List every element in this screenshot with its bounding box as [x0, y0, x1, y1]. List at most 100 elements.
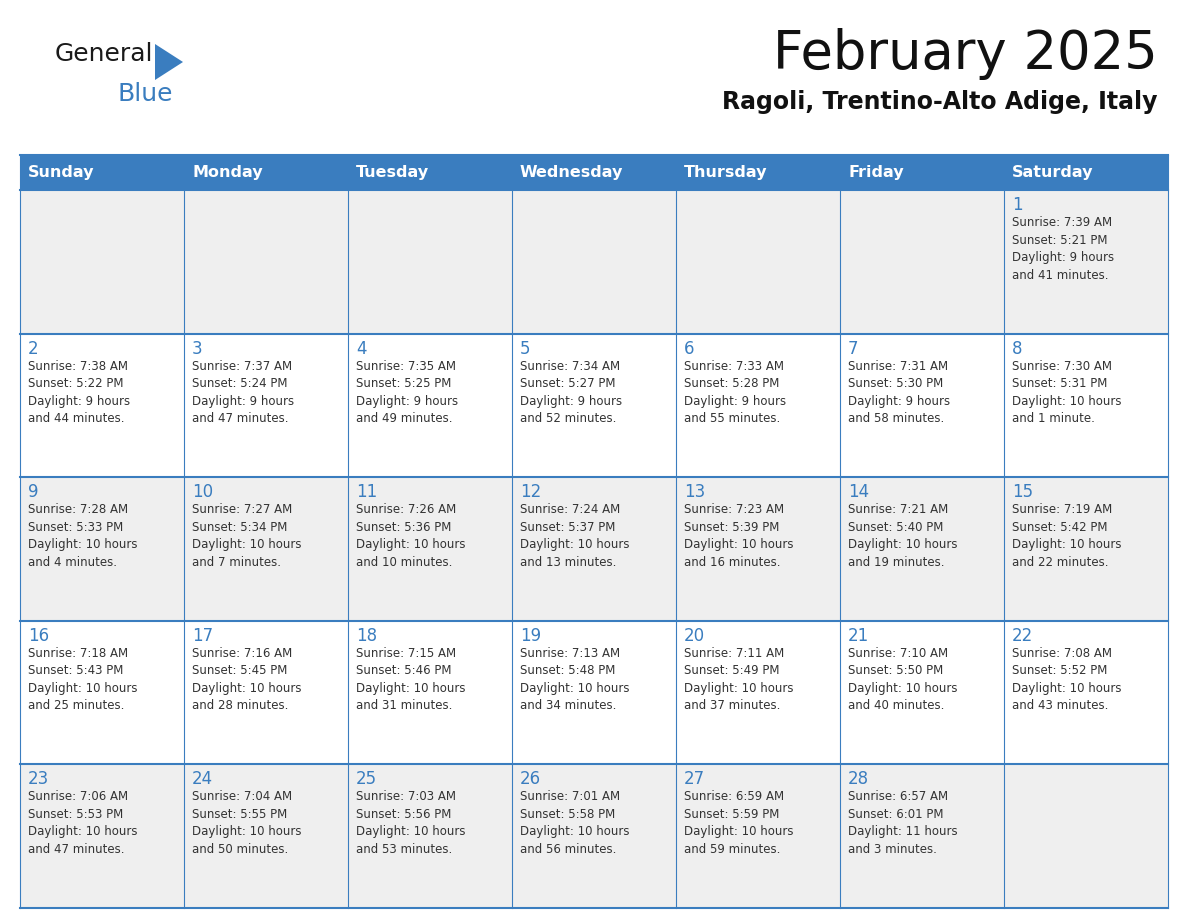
Text: Friday: Friday	[848, 165, 904, 180]
Text: 7: 7	[848, 340, 859, 358]
Text: Sunrise: 7:24 AM
Sunset: 5:37 PM
Daylight: 10 hours
and 13 minutes.: Sunrise: 7:24 AM Sunset: 5:37 PM Dayligh…	[520, 503, 630, 568]
Bar	[676, 190, 840, 333]
Text: 5: 5	[520, 340, 531, 358]
Bar	[1004, 190, 1168, 333]
Text: 4: 4	[356, 340, 367, 358]
Text: 14: 14	[848, 483, 870, 501]
Text: 9: 9	[29, 483, 38, 501]
Bar	[184, 621, 348, 765]
Bar	[20, 621, 184, 765]
Text: 18: 18	[356, 627, 377, 644]
Bar	[348, 765, 512, 908]
Text: 11: 11	[356, 483, 378, 501]
Text: Thursday: Thursday	[684, 165, 767, 180]
Text: Sunrise: 7:10 AM
Sunset: 5:50 PM
Daylight: 10 hours
and 40 minutes.: Sunrise: 7:10 AM Sunset: 5:50 PM Dayligh…	[848, 647, 958, 712]
Bar	[840, 477, 1004, 621]
Bar	[676, 621, 840, 765]
Text: Sunrise: 7:33 AM
Sunset: 5:28 PM
Daylight: 9 hours
and 55 minutes.: Sunrise: 7:33 AM Sunset: 5:28 PM Dayligh…	[684, 360, 786, 425]
Text: Sunrise: 7:06 AM
Sunset: 5:53 PM
Daylight: 10 hours
and 47 minutes.: Sunrise: 7:06 AM Sunset: 5:53 PM Dayligh…	[29, 790, 138, 856]
Bar	[512, 333, 676, 477]
Bar	[348, 477, 512, 621]
Bar	[20, 155, 184, 190]
Bar	[1004, 765, 1168, 908]
Text: Sunrise: 6:57 AM
Sunset: 6:01 PM
Daylight: 11 hours
and 3 minutes.: Sunrise: 6:57 AM Sunset: 6:01 PM Dayligh…	[848, 790, 958, 856]
Bar	[184, 765, 348, 908]
Text: Sunrise: 7:34 AM
Sunset: 5:27 PM
Daylight: 9 hours
and 52 minutes.: Sunrise: 7:34 AM Sunset: 5:27 PM Dayligh…	[520, 360, 623, 425]
Bar	[512, 621, 676, 765]
Bar	[348, 155, 512, 190]
Text: 6: 6	[684, 340, 695, 358]
Bar	[20, 477, 184, 621]
Text: Ragoli, Trentino-Alto Adige, Italy: Ragoli, Trentino-Alto Adige, Italy	[722, 90, 1158, 114]
Text: 23: 23	[29, 770, 49, 789]
Bar	[840, 155, 1004, 190]
Text: February 2025: February 2025	[773, 28, 1158, 80]
Text: Sunrise: 7:28 AM
Sunset: 5:33 PM
Daylight: 10 hours
and 4 minutes.: Sunrise: 7:28 AM Sunset: 5:33 PM Dayligh…	[29, 503, 138, 568]
Text: 19: 19	[520, 627, 541, 644]
Text: Tuesday: Tuesday	[356, 165, 429, 180]
Text: Sunrise: 7:27 AM
Sunset: 5:34 PM
Daylight: 10 hours
and 7 minutes.: Sunrise: 7:27 AM Sunset: 5:34 PM Dayligh…	[192, 503, 302, 568]
Bar	[348, 621, 512, 765]
Text: 22: 22	[1012, 627, 1034, 644]
Text: 27: 27	[684, 770, 706, 789]
Bar	[348, 190, 512, 333]
Text: 25: 25	[356, 770, 377, 789]
Text: Sunrise: 7:35 AM
Sunset: 5:25 PM
Daylight: 9 hours
and 49 minutes.: Sunrise: 7:35 AM Sunset: 5:25 PM Dayligh…	[356, 360, 459, 425]
Bar	[676, 477, 840, 621]
Text: 20: 20	[684, 627, 706, 644]
Text: 12: 12	[520, 483, 542, 501]
Text: Sunrise: 7:15 AM
Sunset: 5:46 PM
Daylight: 10 hours
and 31 minutes.: Sunrise: 7:15 AM Sunset: 5:46 PM Dayligh…	[356, 647, 466, 712]
Bar	[676, 765, 840, 908]
Text: 17: 17	[192, 627, 213, 644]
Text: Wednesday: Wednesday	[520, 165, 624, 180]
Text: 2: 2	[29, 340, 39, 358]
Text: Sunrise: 7:04 AM
Sunset: 5:55 PM
Daylight: 10 hours
and 50 minutes.: Sunrise: 7:04 AM Sunset: 5:55 PM Dayligh…	[192, 790, 302, 856]
Text: Sunrise: 7:08 AM
Sunset: 5:52 PM
Daylight: 10 hours
and 43 minutes.: Sunrise: 7:08 AM Sunset: 5:52 PM Dayligh…	[1012, 647, 1121, 712]
Text: Sunrise: 7:26 AM
Sunset: 5:36 PM
Daylight: 10 hours
and 10 minutes.: Sunrise: 7:26 AM Sunset: 5:36 PM Dayligh…	[356, 503, 466, 568]
Text: General: General	[55, 42, 153, 66]
Text: Sunrise: 7:23 AM
Sunset: 5:39 PM
Daylight: 10 hours
and 16 minutes.: Sunrise: 7:23 AM Sunset: 5:39 PM Dayligh…	[684, 503, 794, 568]
Bar	[1004, 621, 1168, 765]
Text: Sunrise: 7:01 AM
Sunset: 5:58 PM
Daylight: 10 hours
and 56 minutes.: Sunrise: 7:01 AM Sunset: 5:58 PM Dayligh…	[520, 790, 630, 856]
Bar	[184, 477, 348, 621]
Text: Sunrise: 6:59 AM
Sunset: 5:59 PM
Daylight: 10 hours
and 59 minutes.: Sunrise: 6:59 AM Sunset: 5:59 PM Dayligh…	[684, 790, 794, 856]
Bar	[348, 333, 512, 477]
Bar	[184, 333, 348, 477]
Text: 13: 13	[684, 483, 706, 501]
Bar	[512, 477, 676, 621]
Text: Sunrise: 7:39 AM
Sunset: 5:21 PM
Daylight: 9 hours
and 41 minutes.: Sunrise: 7:39 AM Sunset: 5:21 PM Dayligh…	[1012, 216, 1114, 282]
Text: Sunrise: 7:38 AM
Sunset: 5:22 PM
Daylight: 9 hours
and 44 minutes.: Sunrise: 7:38 AM Sunset: 5:22 PM Dayligh…	[29, 360, 131, 425]
Text: Sunrise: 7:19 AM
Sunset: 5:42 PM
Daylight: 10 hours
and 22 minutes.: Sunrise: 7:19 AM Sunset: 5:42 PM Dayligh…	[1012, 503, 1121, 568]
Bar	[512, 155, 676, 190]
Text: Sunrise: 7:30 AM
Sunset: 5:31 PM
Daylight: 10 hours
and 1 minute.: Sunrise: 7:30 AM Sunset: 5:31 PM Dayligh…	[1012, 360, 1121, 425]
Text: Sunrise: 7:11 AM
Sunset: 5:49 PM
Daylight: 10 hours
and 37 minutes.: Sunrise: 7:11 AM Sunset: 5:49 PM Dayligh…	[684, 647, 794, 712]
Text: 8: 8	[1012, 340, 1023, 358]
Bar	[1004, 155, 1168, 190]
Text: 24: 24	[192, 770, 213, 789]
Bar	[184, 190, 348, 333]
Text: 1: 1	[1012, 196, 1023, 214]
Bar	[676, 333, 840, 477]
Text: Sunrise: 7:21 AM
Sunset: 5:40 PM
Daylight: 10 hours
and 19 minutes.: Sunrise: 7:21 AM Sunset: 5:40 PM Dayligh…	[848, 503, 958, 568]
Bar	[676, 155, 840, 190]
Text: Blue: Blue	[116, 82, 172, 106]
Text: 10: 10	[192, 483, 213, 501]
Text: 26: 26	[520, 770, 541, 789]
Bar	[1004, 477, 1168, 621]
Bar	[840, 621, 1004, 765]
Bar	[184, 155, 348, 190]
Bar	[20, 333, 184, 477]
Text: Sunrise: 7:16 AM
Sunset: 5:45 PM
Daylight: 10 hours
and 28 minutes.: Sunrise: 7:16 AM Sunset: 5:45 PM Dayligh…	[192, 647, 302, 712]
Bar	[840, 765, 1004, 908]
Polygon shape	[154, 44, 183, 80]
Text: 21: 21	[848, 627, 870, 644]
Text: Sunrise: 7:03 AM
Sunset: 5:56 PM
Daylight: 10 hours
and 53 minutes.: Sunrise: 7:03 AM Sunset: 5:56 PM Dayligh…	[356, 790, 466, 856]
Text: Saturday: Saturday	[1012, 165, 1093, 180]
Bar	[512, 190, 676, 333]
Text: 15: 15	[1012, 483, 1034, 501]
Bar	[1004, 333, 1168, 477]
Text: Monday: Monday	[192, 165, 263, 180]
Bar	[20, 190, 184, 333]
Bar	[840, 190, 1004, 333]
Text: Sunrise: 7:31 AM
Sunset: 5:30 PM
Daylight: 9 hours
and 58 minutes.: Sunrise: 7:31 AM Sunset: 5:30 PM Dayligh…	[848, 360, 950, 425]
